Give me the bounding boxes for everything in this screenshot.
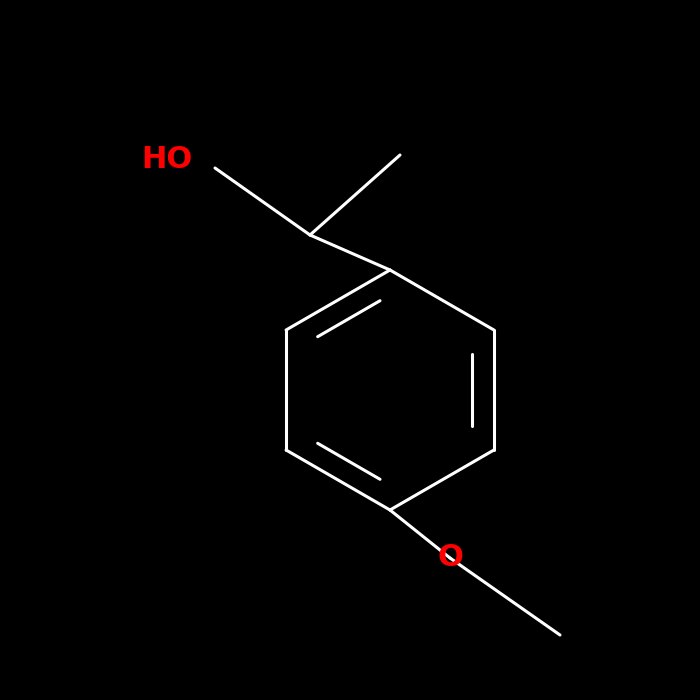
Text: O: O xyxy=(437,543,463,573)
Text: HO: HO xyxy=(141,146,193,174)
